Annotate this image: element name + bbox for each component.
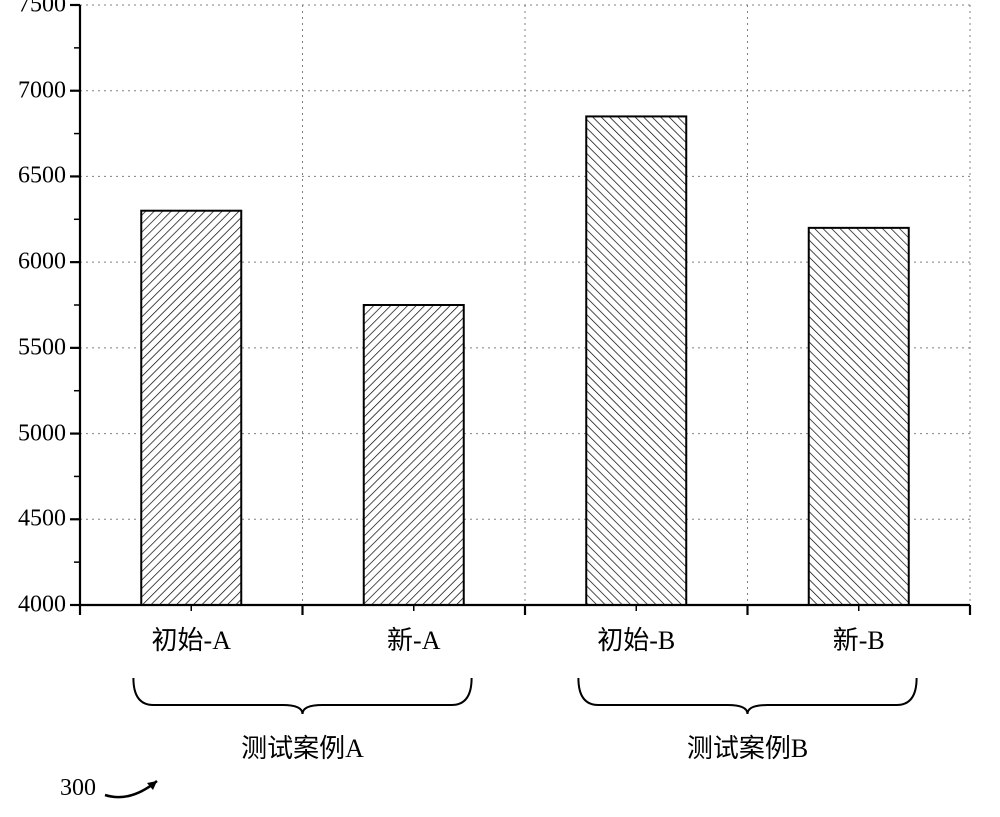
- y-tick-label: 6000: [6, 249, 66, 276]
- figure-number: 300: [60, 775, 96, 802]
- y-tick-label: 4500: [6, 506, 66, 533]
- bar-label: 初始-A: [152, 620, 231, 657]
- y-tick-label: 4000: [6, 592, 66, 619]
- y-tick-label: 7500: [6, 0, 66, 19]
- bar: [586, 116, 686, 605]
- bar-label: 新-B: [833, 620, 885, 657]
- group-brace: [578, 678, 916, 714]
- bar: [364, 305, 464, 605]
- bar-label: 初始-B: [597, 620, 675, 657]
- bar: [141, 211, 241, 605]
- bar: [809, 228, 909, 605]
- y-tick-label: 5500: [6, 334, 66, 361]
- y-tick-label: 5000: [6, 420, 66, 447]
- group-brace: [133, 678, 471, 714]
- group-label: 测试案例B: [687, 728, 808, 765]
- bar-label: 新-A: [387, 620, 440, 657]
- y-tick-label: 6500: [6, 163, 66, 190]
- group-label: 测试案例A: [241, 728, 364, 765]
- y-tick-label: 7000: [6, 77, 66, 104]
